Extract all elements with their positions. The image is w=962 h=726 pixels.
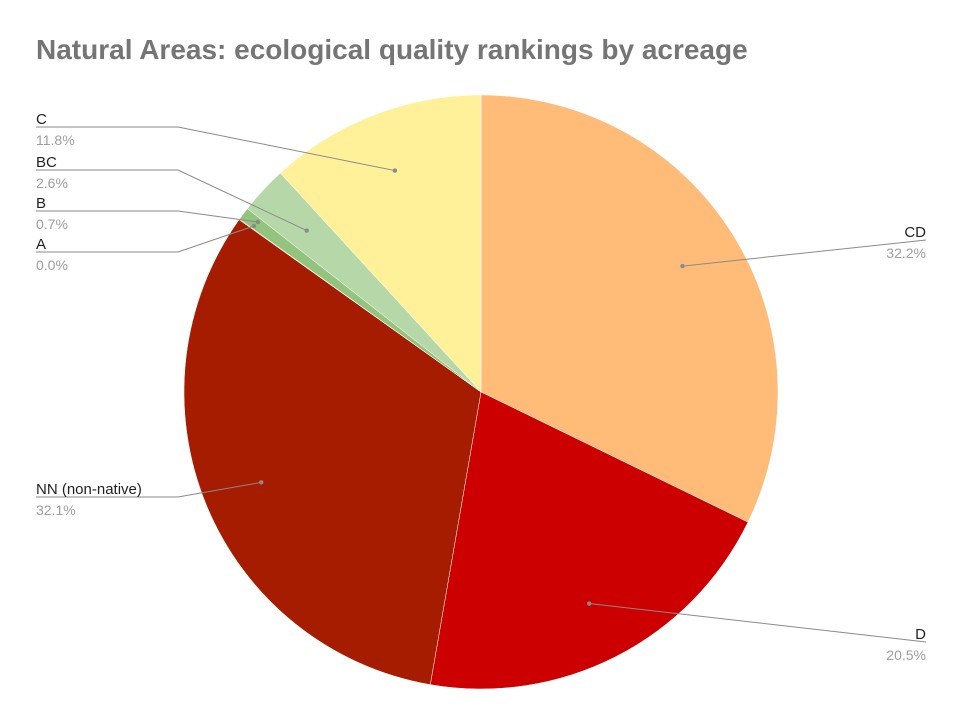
label-c: C 11.8% bbox=[36, 111, 398, 173]
label-bc: BC 2.6% bbox=[36, 154, 309, 233]
slice-label: D bbox=[915, 626, 926, 643]
label-nn-non-native: NN (non-native) 32.1% bbox=[36, 480, 264, 518]
label-d: D 20.5% bbox=[586, 601, 927, 663]
leader-dot bbox=[255, 219, 261, 225]
slice-labels: CD 32.2% D 20.5% NN (non-native) 32.1% A 0.0% B 0… bbox=[36, 111, 926, 663]
leader-dot bbox=[259, 480, 264, 485]
slice-label: C bbox=[36, 111, 47, 128]
slice-c bbox=[279, 94, 482, 393]
slice-label: CD bbox=[904, 224, 926, 241]
slice-percent: 0.0% bbox=[36, 257, 68, 273]
slice-percent: 0.7% bbox=[36, 216, 68, 232]
leader-dot bbox=[680, 263, 685, 269]
pie-slices bbox=[183, 94, 779, 690]
leader-line bbox=[36, 210, 259, 223]
slice-label: A bbox=[36, 236, 46, 253]
leader-line bbox=[589, 603, 927, 643]
leader-line bbox=[36, 169, 307, 231]
leader-line bbox=[36, 126, 395, 172]
leader-line bbox=[36, 225, 255, 253]
slice-percent: 2.6% bbox=[36, 175, 68, 191]
slice-label: B bbox=[36, 195, 46, 212]
label-b: B 0.7% bbox=[36, 195, 261, 232]
slice-percent: 32.1% bbox=[36, 502, 76, 518]
slice-label: BC bbox=[36, 154, 57, 171]
label-cd: CD 32.2% bbox=[680, 224, 927, 269]
label-a: A 0.0% bbox=[36, 223, 257, 273]
slice-label: NN (non-native) bbox=[36, 481, 142, 498]
leader-dot bbox=[392, 168, 398, 173]
slice-percent: 11.8% bbox=[36, 132, 75, 148]
slice-percent: 32.2% bbox=[886, 245, 926, 261]
leader-line bbox=[36, 481, 262, 498]
leader-dot bbox=[251, 223, 257, 229]
slice-d bbox=[429, 391, 749, 690]
slice-percent: 20.5% bbox=[886, 647, 926, 663]
leader-dot bbox=[304, 228, 309, 233]
slice-nn-non-native bbox=[183, 219, 482, 685]
leader-line bbox=[682, 239, 927, 267]
slice-cd bbox=[480, 94, 779, 523]
chart-title: Natural Areas: ecological quality rankin… bbox=[36, 34, 748, 65]
leader-dot bbox=[586, 601, 592, 606]
